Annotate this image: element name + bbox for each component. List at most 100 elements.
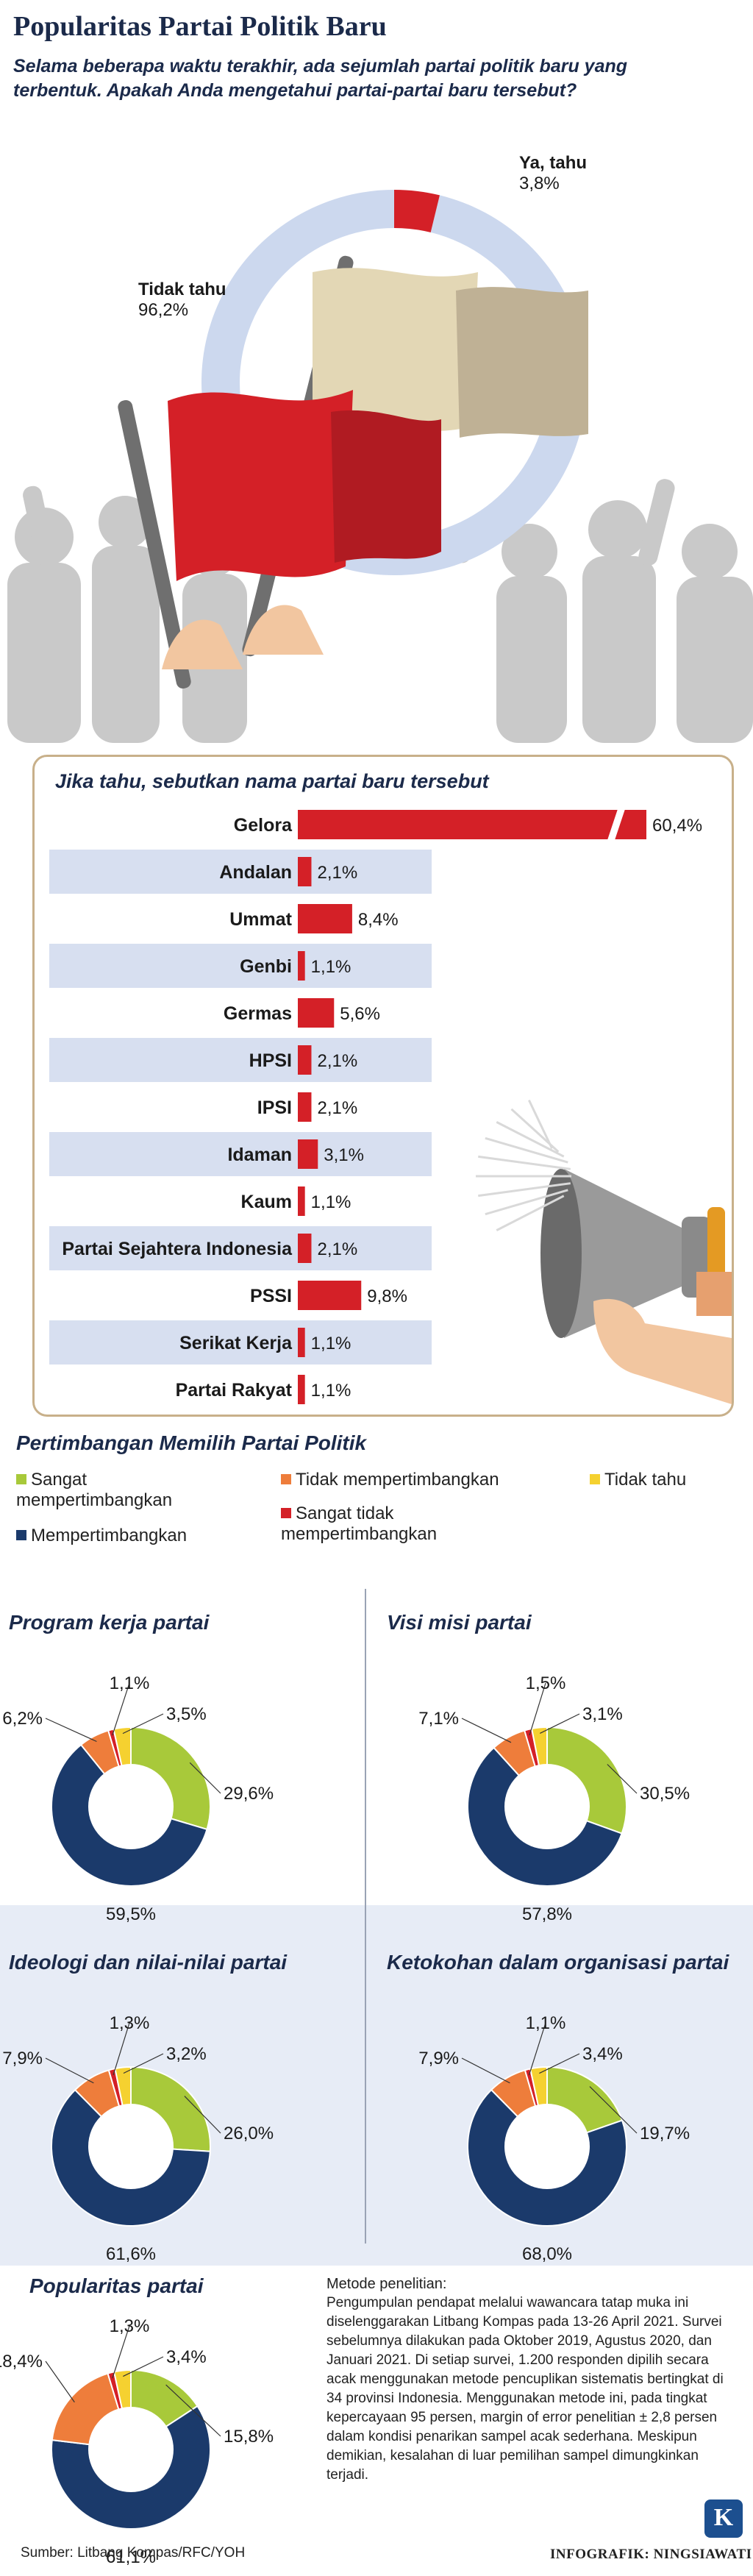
ya-tahu-label: Ya, tahu 3,8% <box>519 153 587 194</box>
bar-category-label: Gelora <box>234 815 293 836</box>
donut-leader-line <box>589 2086 638 2134</box>
bar-row-band <box>49 850 432 894</box>
survey-question: Selama beberapa waktu terakhir, ada seju… <box>13 56 628 101</box>
donut-value-label: 3,1% <box>582 1704 623 1724</box>
legend-swatch <box>281 1474 291 1484</box>
donut-leader-line <box>539 2053 580 2074</box>
kompas-logo: K <box>704 2499 743 2538</box>
legend-label: mempertimbangkan <box>281 1524 438 1544</box>
party-bar-chart-panel: Gelora 60,4% Andalan 2,1% Ummat 8,4% Genbi 1,1%… <box>32 755 734 1417</box>
donut-leader-line <box>112 1682 130 1736</box>
bar-value-label: 1,1% <box>311 1381 351 1401</box>
legend-item: Tidak mempertimbangkan <box>281 1470 499 1490</box>
legend-label: Mempertimbangkan <box>31 1526 188 1545</box>
donut-leader-line <box>189 1762 221 1794</box>
bar-mark <box>298 904 352 933</box>
donut-hole <box>504 1764 590 1849</box>
bar-category-label: HPSI <box>249 1050 292 1071</box>
bar-chart-title: Jika tahu, sebutkan nama partai baru ter… <box>55 770 489 792</box>
bar-category-label: Serikat Kerja <box>179 1333 293 1353</box>
donut-value-label: 3,4% <box>582 2044 623 2064</box>
donut-value-label: 3,5% <box>166 1704 207 1724</box>
donut-chart: 19,7% 68,0% 7,9% 1,1% 3,4% <box>418 2013 690 2264</box>
donut-value-label: 18,4% <box>0 2352 43 2372</box>
bar-value-label: 2,1% <box>317 863 357 883</box>
flag-illustration <box>118 255 588 689</box>
megaphone-sound-line <box>496 1121 565 1158</box>
legend-label: Sangat <box>31 1470 88 1490</box>
bar-category-label: Partai Rakyat <box>176 1380 293 1401</box>
donut-value-label: 19,7% <box>640 2124 690 2143</box>
legend-item: Sangat tidak mempertimbangkan <box>281 1504 437 1545</box>
source-credit: Sumber: Litbang Kompas/RFC/YOH <box>21 2545 246 2561</box>
bar-mark <box>298 857 312 886</box>
legend-swatch <box>590 1474 600 1484</box>
hero-illustration <box>7 190 753 743</box>
legend-label: Sangat tidak <box>296 1504 394 1523</box>
bar-category-label: Ummat <box>229 909 292 930</box>
bar-category-label: Genbi <box>240 956 292 977</box>
bar-value-label: 9,8% <box>367 1287 407 1306</box>
donut-value-label: 15,8% <box>224 2427 274 2447</box>
bar-category-label: Germas <box>224 1003 292 1024</box>
legend-item: Tidak tahu <box>590 1470 686 1490</box>
donut-value-label: 1,1% <box>110 1673 150 1693</box>
bar-value-label: 5,6% <box>340 1004 380 1024</box>
donut-value-label: 29,6% <box>224 1784 274 1804</box>
donut-value-label: 57,8% <box>522 1904 572 1924</box>
bar-row-band <box>49 1038 432 1082</box>
donut-chart: 30,5% 57,8% 7,1% 1,5% 3,1% <box>418 1673 690 1924</box>
legend-swatch <box>281 1508 291 1518</box>
bar-category-label: PSSI <box>250 1286 292 1306</box>
bar-value-label: 8,4% <box>358 910 399 930</box>
donut-chart: 29,6% 59,5% 6,2% 1,1% 3,5% <box>2 1673 274 1924</box>
megaphone-sound-line <box>496 1195 565 1231</box>
bar-category-label: IPSI <box>257 1097 292 1118</box>
bar-mark <box>298 1375 305 1404</box>
megaphone-sound-line <box>510 1108 560 1153</box>
megaphone-illustration <box>540 1169 732 1404</box>
donut-value-label: 7,1% <box>418 1709 459 1729</box>
bar-category-label: Idaman <box>227 1145 292 1165</box>
bar-value-label: 2,1% <box>317 1098 357 1118</box>
bar-mark <box>298 1234 312 1263</box>
donut-value-label: 7,9% <box>418 2049 459 2068</box>
donut-leader-line <box>461 2057 510 2084</box>
donut-title: Popularitas partai <box>29 2274 204 2297</box>
bar-mark <box>298 998 335 1028</box>
donut-title: Visi misi partai <box>387 1611 532 1634</box>
donut-leader-line <box>123 2053 164 2074</box>
donut-value-label: 30,5% <box>640 1784 690 1804</box>
bar-value-label: 60,4% <box>652 816 702 836</box>
megaphone-sound-line <box>485 1136 568 1164</box>
donut-leader-line <box>123 2356 164 2377</box>
bar-axis-break <box>607 807 626 842</box>
megaphone-sound-line <box>478 1182 571 1198</box>
donut-value-label: 1,3% <box>110 2316 150 2336</box>
legend-label: Tidak mempertimbangkan <box>296 1470 499 1490</box>
tidak-tahu-label: Tidak tahu 96,2% <box>138 280 226 321</box>
donut-chart: 26,0% 61,6% 7,9% 1,3% 3,2% <box>2 2013 274 2264</box>
donut-leader-line <box>122 1713 164 1734</box>
tidak-tahu-name: Tidak tahu <box>138 280 226 299</box>
donut-hole <box>88 1764 174 1849</box>
donut-value-label: 6,2% <box>2 1709 43 1729</box>
bar-category-label: Andalan <box>219 862 292 883</box>
donut-leader-line <box>607 1764 638 1794</box>
bar-mark <box>298 1139 318 1169</box>
donut-value-label: 61,1% <box>106 2547 156 2567</box>
donut-divider <box>365 1589 366 2244</box>
donut-value-label: 1,3% <box>110 2013 150 2033</box>
donut-title: Program kerja partai <box>9 1611 210 1634</box>
ya-tahu-name: Ya, tahu <box>519 153 588 173</box>
donut-leader-line <box>45 2360 75 2403</box>
bar-row-band <box>49 944 432 988</box>
donut-hole <box>88 2407 174 2492</box>
tidak-tahu-value: 96,2% <box>138 300 189 320</box>
bar-value-label: 1,1% <box>311 957 351 977</box>
method-body: Pengumpulan pendapat melalui wawancara t… <box>326 2295 724 2483</box>
bar-mark <box>298 1328 305 1357</box>
consideration-legend: Sangat mempertimbangkan Tidak mempertimban… <box>16 1470 737 1558</box>
